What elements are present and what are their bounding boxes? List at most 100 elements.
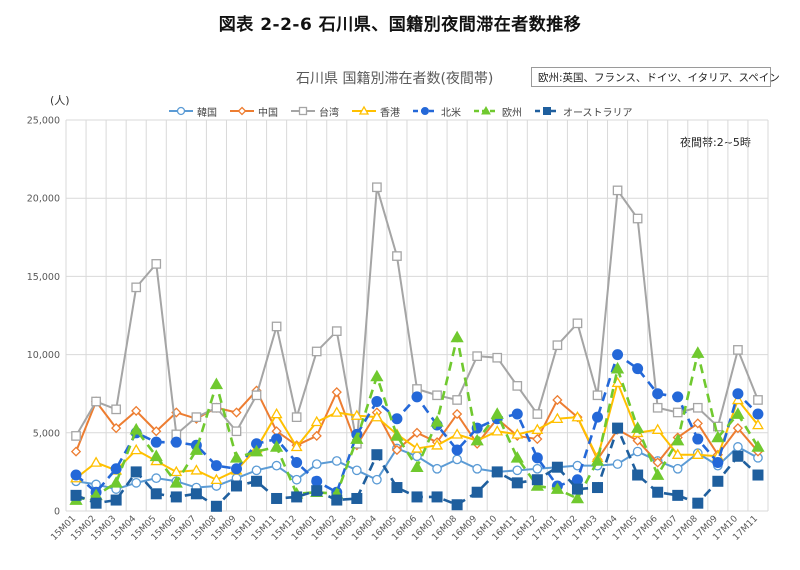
data-point [691,448,704,459]
data-point [170,465,183,477]
data-point [432,463,442,474]
data-point [751,440,765,452]
legend-item: 北米 [412,104,461,119]
y-tick-label: 5,000 [33,428,60,439]
data-point [311,430,322,442]
legend-swatch [413,107,437,115]
data-point [291,457,303,469]
data-point [90,497,102,509]
legend-swatch [535,107,559,115]
data-point [592,390,603,401]
data-point [512,381,523,391]
data-point [651,468,665,480]
legend-label: 中国 [258,107,278,119]
data-point [70,469,82,481]
data-point [571,474,583,486]
data-point [170,491,182,503]
data-point [672,489,684,501]
data-point [652,388,664,400]
data-point [733,442,743,452]
data-point [552,394,563,406]
data-point [111,422,122,434]
data-point [229,451,244,463]
data-point [612,349,624,361]
legend-label: 台湾 [319,107,339,119]
data-point [752,408,764,420]
data-point [71,431,81,441]
data-point [331,387,342,398]
data-point [129,422,143,435]
y-axis-unit-label: (人) [50,94,70,107]
data-point [431,491,443,503]
data-point [210,473,223,484]
series-北米 [70,349,764,498]
legend-item: オーストラリア [534,104,633,119]
data-point [672,407,683,418]
data-point [732,422,744,434]
data-point [371,449,383,461]
data-point [391,444,403,456]
data-point [350,409,363,420]
data-point [510,451,524,463]
legend-item: 香港 [351,104,400,119]
data-point [210,460,222,472]
data-point [150,488,162,500]
data-point [531,452,543,464]
data-point [310,415,323,427]
data-point [230,480,242,492]
data-point [551,412,564,423]
data-point [590,454,605,466]
data-point [149,449,163,462]
data-point [370,411,383,422]
data-point [570,491,585,504]
data-point [531,474,543,486]
data-point [571,483,583,495]
data-point [652,402,663,413]
data-point [753,395,763,405]
data-point [271,460,282,471]
data-point [692,433,704,445]
data-point [632,446,643,457]
legend-marker [298,106,308,116]
data-point [251,465,262,476]
data-point [612,185,623,196]
data-point [251,475,263,487]
data-point [552,340,563,351]
data-point [371,396,383,408]
data-point [652,457,663,468]
data-point [251,390,262,401]
y-tick-label: 25,000 [27,116,60,127]
legend-item: 韓国 [168,104,217,119]
legend-swatch [474,105,498,115]
data-point [411,427,423,438]
data-point [732,450,744,462]
data-point [131,282,142,293]
data-point [631,421,645,433]
legend-marker [176,106,186,116]
data-point [111,404,121,415]
data-point [651,423,664,434]
y-tick-label: 15,000 [27,272,60,283]
data-point [571,411,584,422]
data-point [491,425,504,436]
data-point [170,436,182,448]
legend-marker [481,105,491,115]
chart-title: 石川県 国籍別滞在者数(夜間帯) [296,71,494,87]
data-point [550,482,565,494]
data-point [592,411,604,423]
data-point [512,465,523,476]
data-point [470,433,484,446]
data-point [530,479,544,491]
figure-title: 図表 2-2-6 石川県、国籍別夜間滞在者数推移 [218,15,582,35]
data-point [331,456,342,466]
legend-swatch [291,106,315,116]
data-point [451,428,464,439]
data-point [430,415,444,427]
data-point [472,351,483,362]
data-point [532,409,543,419]
data-point [531,423,544,434]
data-point [511,408,523,420]
legend-item: 中国 [229,104,278,119]
data-point [450,330,464,343]
